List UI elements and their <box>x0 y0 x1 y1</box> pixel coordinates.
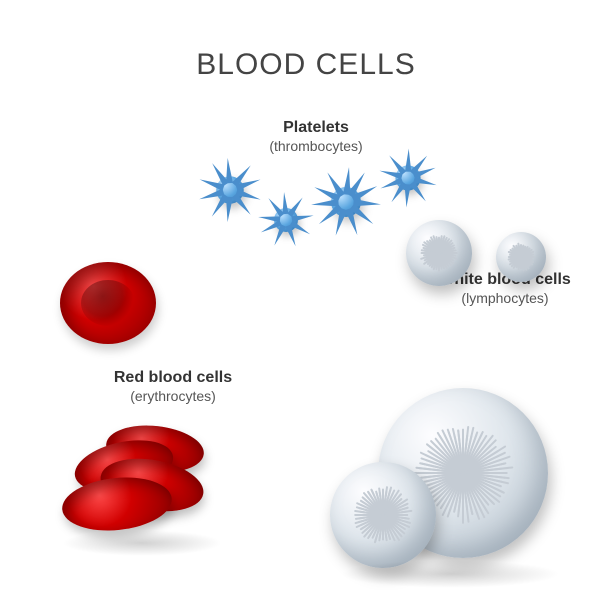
white-blood-cell-icon <box>496 232 546 282</box>
wbc-sublabel: (lymphocytes) <box>420 290 590 308</box>
red-blood-cell-stack-icon <box>66 420 216 540</box>
rbc-label: Red blood cells <box>88 368 258 388</box>
platelets-sublabel: (thrombocytes) <box>216 138 416 156</box>
white-blood-cell-icon <box>330 462 436 568</box>
platelet-icon <box>266 200 306 240</box>
platelets-label-group: Platelets (thrombocytes) <box>216 118 416 156</box>
rbc-label-group: Red blood cells (erythrocytes) <box>88 368 258 406</box>
shadow-icon <box>340 560 560 588</box>
platelet-icon <box>387 157 429 199</box>
platelet-icon <box>207 167 253 213</box>
platelet-icon <box>321 177 371 227</box>
page-title: BLOOD CELLS <box>0 48 612 82</box>
platelets-label: Platelets <box>216 118 416 138</box>
rbc-sublabel: (erythrocytes) <box>88 388 258 406</box>
red-blood-cell-icon <box>60 262 156 344</box>
white-blood-cell-icon <box>406 220 472 286</box>
shadow-icon <box>62 530 222 556</box>
